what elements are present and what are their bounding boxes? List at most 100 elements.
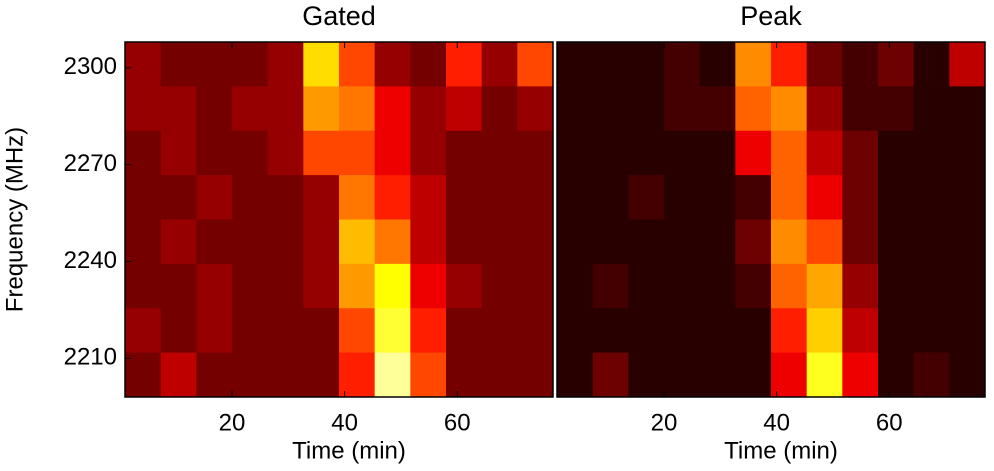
heatmap-cell — [949, 175, 986, 220]
heatmap-cell — [557, 263, 594, 309]
heatmap-cell — [446, 130, 483, 176]
heatmap-cell — [196, 263, 233, 309]
heatmap-cell — [410, 86, 447, 132]
heatmap-cell — [699, 263, 736, 309]
heatmap-cell — [374, 175, 411, 220]
heatmap-cell — [339, 130, 376, 176]
heatmap-cell — [374, 130, 411, 176]
x-axis-label: Time (min) — [292, 437, 406, 464]
heatmap-cell — [303, 219, 340, 265]
heatmap-cell — [446, 308, 483, 354]
heatmap-cell — [303, 42, 340, 87]
heatmap-cell — [303, 86, 340, 132]
heatmap-cell — [232, 352, 269, 398]
heatmap-cell — [232, 175, 269, 220]
heatmap-cell — [339, 42, 376, 87]
heatmap-cell — [517, 42, 554, 87]
heatmap-cell — [481, 219, 518, 265]
heatmap-cell — [196, 219, 233, 265]
heatmap-cell — [878, 308, 915, 354]
heatmap-cell — [699, 130, 736, 176]
x-tick-label: 40 — [331, 409, 358, 436]
heatmap-cell — [913, 308, 950, 354]
heatmap-cell — [842, 219, 879, 265]
chart-title: Peak — [740, 1, 802, 31]
heatmap-cell — [481, 175, 518, 220]
heatmap-cell — [481, 308, 518, 354]
heatmap-cell — [842, 352, 879, 398]
y-tick-label: 2300 — [64, 53, 117, 80]
heatmap-cell — [878, 86, 915, 132]
heatmap-cell — [374, 308, 411, 354]
heatmap-cell — [806, 352, 843, 398]
heatmap-cell — [267, 263, 304, 309]
heatmap-cell — [592, 352, 629, 398]
heatmap-cell — [842, 86, 879, 132]
heatmap-cell — [628, 308, 665, 354]
heatmap-cell — [913, 42, 950, 87]
heatmap-cell — [878, 175, 915, 220]
heatmap-cell — [410, 42, 447, 87]
heatmap-cell — [949, 308, 986, 354]
heatmap-cell — [481, 130, 518, 176]
heatmap-cell — [339, 86, 376, 132]
heatmap-cell — [628, 130, 665, 176]
heatmap-cell — [664, 219, 701, 265]
y-axis-label: Frequency (MHz) — [1, 127, 28, 312]
heatmap-cell — [592, 175, 629, 220]
heatmap-cell — [517, 175, 554, 220]
heatmap-cell — [806, 42, 843, 87]
heatmap-cell — [628, 263, 665, 309]
heatmap-cell — [735, 86, 772, 132]
heatmap-cell — [446, 263, 483, 309]
heatmap-cell — [232, 86, 269, 132]
heatmap-cell — [771, 175, 808, 220]
heatmap-cell — [517, 308, 554, 354]
heatmap-cell — [557, 219, 594, 265]
heatmap-cell — [557, 130, 594, 176]
heatmap-cell — [125, 130, 162, 176]
heatmap-cell — [303, 175, 340, 220]
heatmap-cell — [517, 86, 554, 132]
heatmap-cell — [196, 130, 233, 176]
heatmap-cell — [267, 175, 304, 220]
heatmap-cell — [771, 308, 808, 354]
heatmap-cell — [339, 352, 376, 398]
heatmap-cell — [374, 263, 411, 309]
heatmap-cell — [592, 86, 629, 132]
y-tick-label: 2210 — [64, 344, 117, 371]
heatmap-cell — [628, 42, 665, 87]
heatmap-cell — [160, 86, 197, 132]
heatmap-cell — [196, 86, 233, 132]
heatmap-cell — [446, 175, 483, 220]
heatmap-cell — [160, 263, 197, 309]
heatmap-cell — [949, 352, 986, 398]
heatmap-cell — [735, 130, 772, 176]
heatmap-cell — [196, 352, 233, 398]
heatmap-cell — [806, 175, 843, 220]
heatmap-cell — [410, 352, 447, 398]
heatmap-cell — [160, 130, 197, 176]
heatmap-cell — [339, 219, 376, 265]
heatmap-cell — [699, 352, 736, 398]
chart-title: Gated — [302, 1, 376, 31]
heatmap-cell — [735, 42, 772, 87]
heatmap-cell — [806, 130, 843, 176]
heatmap-cell — [628, 352, 665, 398]
heatmap-cell — [446, 352, 483, 398]
heatmap-cell — [160, 219, 197, 265]
heatmap-cell — [735, 352, 772, 398]
heatmap-cell — [878, 130, 915, 176]
heatmap-cell — [949, 263, 986, 309]
heatmap-cell — [699, 86, 736, 132]
heatmap-cell — [517, 130, 554, 176]
heatmap-cell — [125, 42, 162, 87]
heatmap-cell — [232, 219, 269, 265]
heatmap-cell — [517, 263, 554, 309]
plot-frame — [556, 41, 986, 398]
heatmap-cell — [699, 175, 736, 220]
plot-frame — [124, 41, 554, 398]
heatmap-cell — [481, 42, 518, 87]
heatmap-cell — [303, 130, 340, 176]
